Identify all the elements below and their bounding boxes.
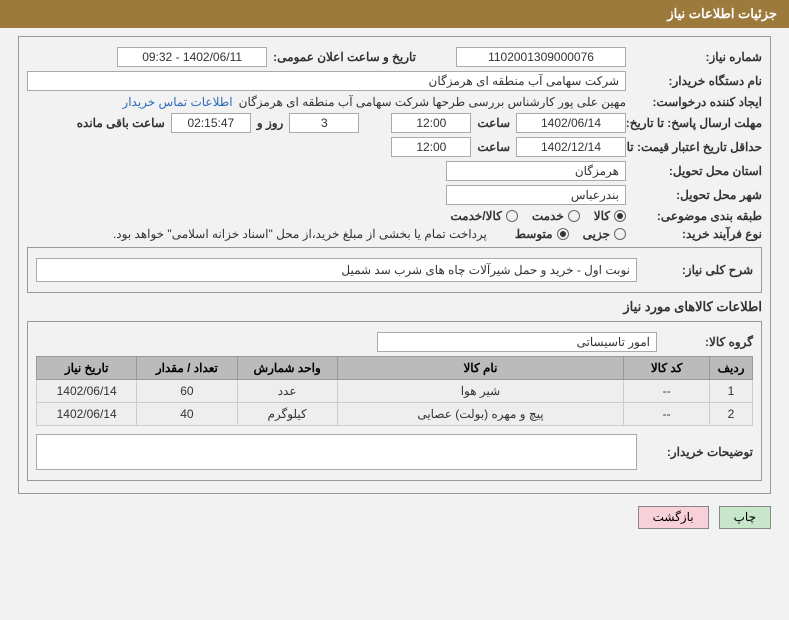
city-value: بندرعباس	[446, 185, 626, 205]
table-row: 1 -- شیر هوا عدد 60 1402/06/14	[37, 380, 753, 403]
description-box: شرح کلی نیاز: نوبت اول - خرید و حمل شیرآ…	[27, 247, 762, 293]
back-button[interactable]: بازگشت	[638, 506, 709, 529]
announce-date-value: 1402/06/11 - 09:32	[117, 47, 267, 67]
purchase-type-medium[interactable]: متوسط	[515, 227, 569, 241]
print-button[interactable]: چاپ	[719, 506, 771, 529]
requester-value: مهین علی پور کارشناس بررسی طرحها شرکت سه…	[239, 95, 626, 109]
min-validity-label: حداقل تاریخ اعتبار قیمت: تا تاریخ:	[632, 140, 762, 154]
desc-value: نوبت اول - خرید و حمل شیرآلات چاه های شر…	[36, 258, 637, 282]
th-name: نام کالا	[337, 357, 623, 380]
purchase-type-radio-group: جزیی متوسط	[515, 227, 626, 241]
announce-date-label: تاریخ و ساعت اعلان عمومی:	[273, 50, 416, 64]
category-radio-group: کالا خدمت کالا/خدمت	[450, 209, 626, 223]
radio-selected-icon	[614, 210, 626, 222]
goods-group-label: گروه کالا:	[663, 335, 753, 349]
panel-header: جزئیات اطلاعات نیاز	[0, 0, 789, 28]
table-row: 2 -- پیچ و مهره (بولت) عصایی کیلوگرم 40 …	[37, 403, 753, 426]
th-qty: تعداد / مقدار	[137, 357, 237, 380]
min-validity-time: 12:00	[391, 137, 471, 157]
need-number-label: شماره نیاز:	[632, 50, 762, 64]
action-buttons: چاپ بازگشت	[0, 498, 789, 537]
buyer-contact-link[interactable]: اطلاعات تماس خریدار	[122, 95, 232, 109]
category-goods[interactable]: کالا	[594, 209, 626, 223]
purchase-type-label: نوع فرآیند خرید:	[632, 227, 762, 241]
radio-icon	[506, 210, 518, 222]
countdown: 02:15:47	[171, 113, 251, 133]
goods-group-value: امور تاسیساتی	[377, 332, 657, 352]
radio-icon	[568, 210, 580, 222]
deadline-time: 12:00	[391, 113, 471, 133]
province-value: هرمزگان	[446, 161, 626, 181]
details-panel: شماره نیاز: 1102001309000076 تاریخ و ساع…	[18, 36, 771, 494]
panel-title: جزئیات اطلاعات نیاز	[667, 6, 777, 21]
th-date: تاریخ نیاز	[37, 357, 137, 380]
desc-label: شرح کلی نیاز:	[643, 263, 753, 277]
requester-label: ایجاد کننده درخواست:	[632, 95, 762, 109]
category-label: طبقه بندی موضوعی:	[632, 209, 762, 223]
goods-box: گروه کالا: امور تاسیساتی ردیف کد کالا نا…	[27, 321, 762, 481]
days-and-label: روز و	[257, 116, 284, 130]
buyer-notes-value	[36, 434, 637, 470]
min-validity-time-label: ساعت	[477, 140, 510, 154]
th-row: ردیف	[710, 357, 753, 380]
min-validity-date: 1402/12/14	[516, 137, 626, 157]
buyer-notes-label: توضیحات خریدار:	[643, 445, 753, 459]
goods-section-title: اطلاعات کالاهای مورد نیاز	[27, 299, 762, 315]
purchase-type-small[interactable]: جزیی	[583, 227, 626, 241]
th-unit: واحد شمارش	[237, 357, 337, 380]
buyer-org-value: شرکت سهامی آب منطقه ای هرمزگان	[27, 71, 626, 91]
radio-selected-icon	[557, 228, 569, 240]
province-label: استان محل تحویل:	[632, 164, 762, 178]
payment-note: پرداخت تمام یا بخشی از مبلغ خرید،از محل …	[113, 227, 487, 241]
deadline-label: مهلت ارسال پاسخ: تا تاریخ:	[632, 116, 762, 130]
deadline-time-label: ساعت	[477, 116, 510, 130]
need-number-value: 1102001309000076	[456, 47, 626, 67]
goods-table: ردیف کد کالا نام کالا واحد شمارش تعداد /…	[36, 356, 753, 426]
buyer-org-label: نام دستگاه خریدار:	[632, 74, 762, 88]
city-label: شهر محل تحویل:	[632, 188, 762, 202]
remaining-label: ساعت باقی مانده	[77, 116, 165, 130]
days-count: 3	[289, 113, 359, 133]
category-both[interactable]: کالا/خدمت	[450, 209, 517, 223]
radio-icon	[614, 228, 626, 240]
category-service[interactable]: خدمت	[532, 209, 580, 223]
deadline-date: 1402/06/14	[516, 113, 626, 133]
th-code: کد کالا	[624, 357, 710, 380]
